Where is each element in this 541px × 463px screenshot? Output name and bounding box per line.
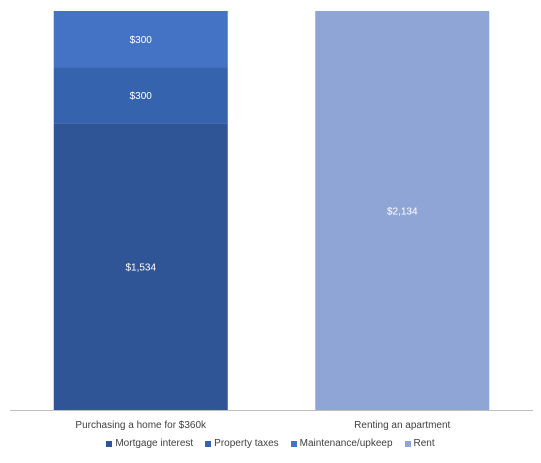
- legend: Mortgage interest Property taxes Maintenan…: [0, 438, 541, 449]
- x-tick-label-1: Purchasing a home for $360k: [75, 420, 207, 431]
- bar-maintenance-upkeep-1: [53, 11, 228, 68]
- bar-rent-2: [315, 11, 490, 410]
- legend-item-mortgage-interest: Mortgage interest: [106, 438, 193, 449]
- data-label-rent-2: $2,134: [387, 207, 418, 218]
- legend-label: Maintenance/upkeep: [299, 438, 393, 449]
- legend-swatch: [205, 440, 212, 447]
- data-label-maintenance-upkeep-1: $300: [130, 35, 153, 46]
- legend-item-rent: Rent: [404, 438, 435, 449]
- legend-swatch: [106, 440, 113, 447]
- x-tick-label-2: Renting an apartment: [354, 420, 450, 431]
- data-label-property-taxes-1: $300: [130, 91, 153, 102]
- legend-item-property-taxes: Property taxes: [205, 438, 279, 449]
- legend-swatch: [404, 440, 411, 447]
- legend-label: Property taxes: [214, 438, 279, 449]
- legend-swatch: [290, 440, 297, 447]
- legend-item-maintenance-upkeep: Maintenance/upkeep: [290, 438, 393, 449]
- legend-label: Mortgage interest: [115, 438, 194, 449]
- bar-property-taxes-1: [53, 67, 228, 124]
- data-label-mortgage-interest-1: $1,534: [125, 263, 156, 274]
- bar-mortgage-interest-1: [53, 123, 228, 411]
- legend-label: Rent: [413, 438, 435, 449]
